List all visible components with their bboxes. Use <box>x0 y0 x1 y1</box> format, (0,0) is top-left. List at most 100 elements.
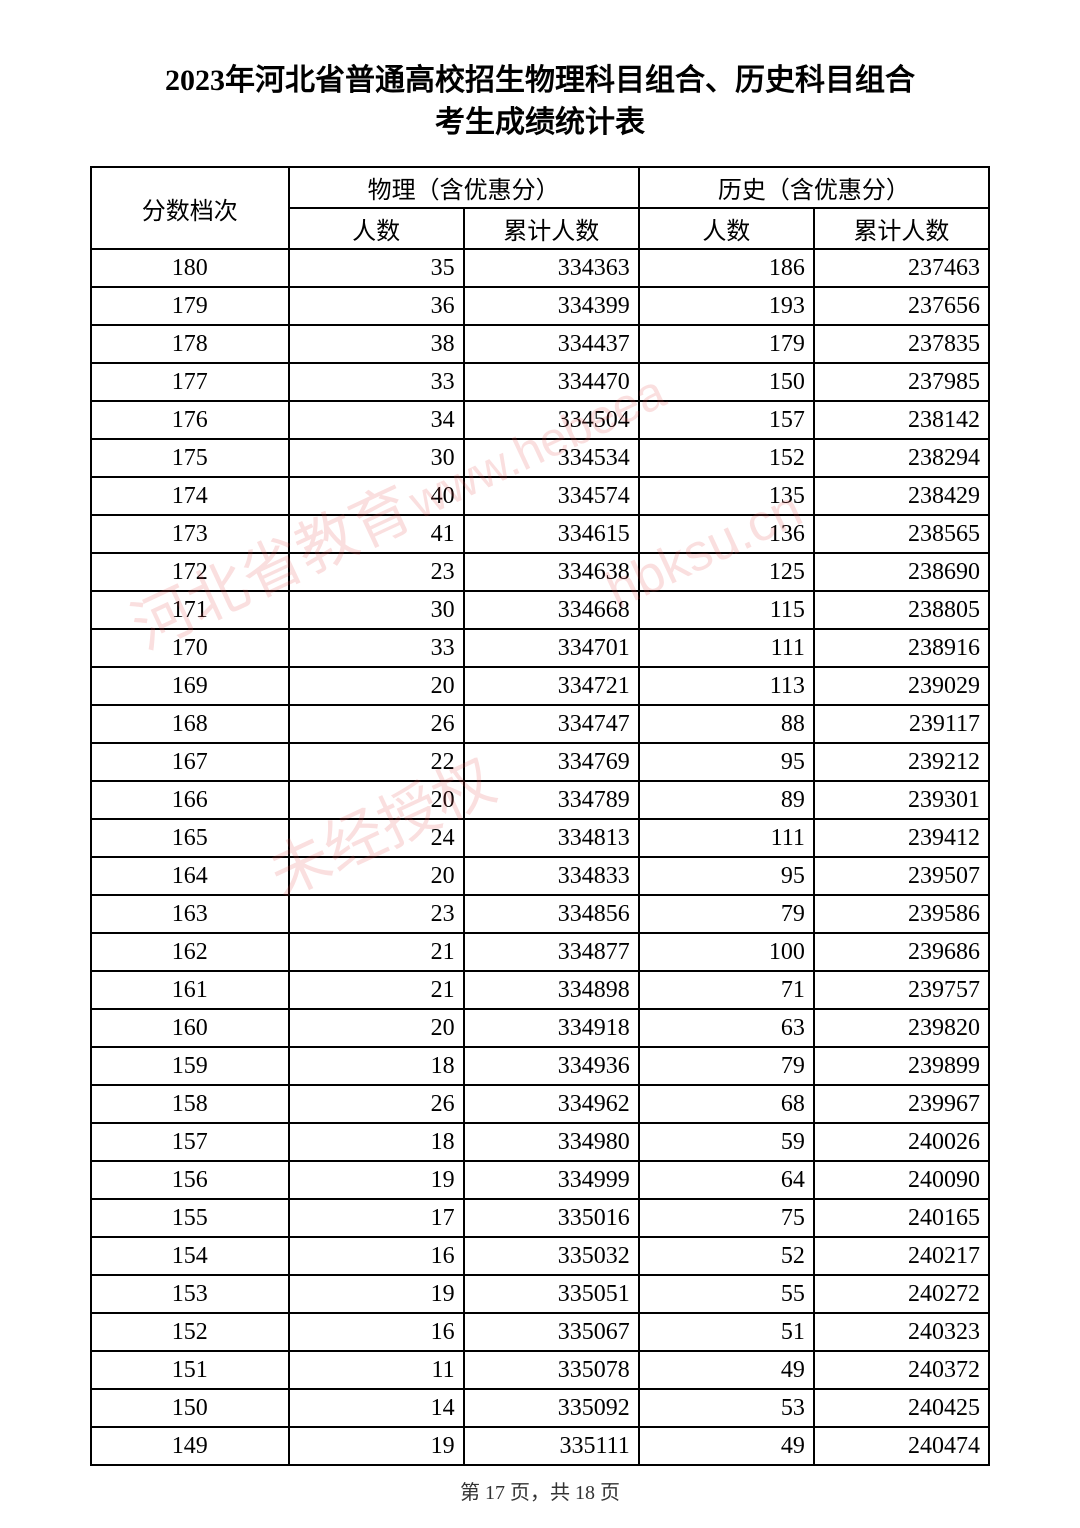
physics-count-cell: 19 <box>289 1275 464 1313</box>
score-cell: 150 <box>91 1389 289 1427</box>
physics-cumulative-cell: 334898 <box>464 971 639 1009</box>
physics-count-cell: 21 <box>289 971 464 1009</box>
table-row: 1531933505155240272 <box>91 1275 989 1313</box>
header-row-1: 分数档次 物理（含优惠分） 历史（含优惠分） <box>91 167 989 208</box>
physics-cumulative-cell: 335032 <box>464 1237 639 1275</box>
physics-count-cell: 36 <box>289 287 464 325</box>
table-row: 1491933511149240474 <box>91 1427 989 1465</box>
physics-cumulative-cell: 334936 <box>464 1047 639 1085</box>
history-cumulative-cell: 237463 <box>814 249 989 287</box>
physics-count-cell: 21 <box>289 933 464 971</box>
table-row: 1561933499964240090 <box>91 1161 989 1199</box>
history-cumulative-cell: 239586 <box>814 895 989 933</box>
history-cumulative-cell: 238142 <box>814 401 989 439</box>
score-cell: 173 <box>91 515 289 553</box>
score-cell: 169 <box>91 667 289 705</box>
table-row: 1632333485679239586 <box>91 895 989 933</box>
table-row: 17033334701111238916 <box>91 629 989 667</box>
table-row: 1582633496268239967 <box>91 1085 989 1123</box>
table-row: 17341334615136238565 <box>91 515 989 553</box>
physics-cumulative-cell: 334399 <box>464 287 639 325</box>
physics-count-cell: 16 <box>289 1237 464 1275</box>
physics-count-cell: 16 <box>289 1313 464 1351</box>
physics-cumulative-cell: 334534 <box>464 439 639 477</box>
history-count-cell: 113 <box>639 667 814 705</box>
history-cumulative-cell: 239117 <box>814 705 989 743</box>
history-cumulative-cell: 240372 <box>814 1351 989 1389</box>
physics-count-cell: 26 <box>289 705 464 743</box>
table-row: 1672233476995239212 <box>91 743 989 781</box>
header-physics: 物理（含优惠分） <box>289 167 639 208</box>
score-cell: 167 <box>91 743 289 781</box>
history-count-cell: 193 <box>639 287 814 325</box>
score-cell: 160 <box>91 1009 289 1047</box>
table-row: 1602033491863239820 <box>91 1009 989 1047</box>
history-count-cell: 49 <box>639 1351 814 1389</box>
history-count-cell: 100 <box>639 933 814 971</box>
table-row: 1571833498059240026 <box>91 1123 989 1161</box>
physics-cumulative-cell: 334638 <box>464 553 639 591</box>
history-count-cell: 53 <box>639 1389 814 1427</box>
table-row: 1521633506751240323 <box>91 1313 989 1351</box>
table-row: 1612133489871239757 <box>91 971 989 1009</box>
history-count-cell: 135 <box>639 477 814 515</box>
history-cumulative-cell: 238690 <box>814 553 989 591</box>
score-cell: 179 <box>91 287 289 325</box>
physics-count-cell: 20 <box>289 781 464 819</box>
table-row: 17634334504157238142 <box>91 401 989 439</box>
table-row: 17733334470150237985 <box>91 363 989 401</box>
history-cumulative-cell: 240474 <box>814 1427 989 1465</box>
history-cumulative-cell: 237656 <box>814 287 989 325</box>
table-row: 17130334668115238805 <box>91 591 989 629</box>
history-count-cell: 152 <box>639 439 814 477</box>
table-row: 17936334399193237656 <box>91 287 989 325</box>
history-count-cell: 49 <box>639 1427 814 1465</box>
score-cell: 168 <box>91 705 289 743</box>
physics-count-cell: 41 <box>289 515 464 553</box>
score-cell: 172 <box>91 553 289 591</box>
table-row: 18035334363186237463 <box>91 249 989 287</box>
score-cell: 149 <box>91 1427 289 1465</box>
table-row: 16920334721113239029 <box>91 667 989 705</box>
table-row: 1501433509253240425 <box>91 1389 989 1427</box>
physics-count-cell: 22 <box>289 743 464 781</box>
physics-count-cell: 20 <box>289 857 464 895</box>
table-row: 16524334813111239412 <box>91 819 989 857</box>
physics-cumulative-cell: 334470 <box>464 363 639 401</box>
physics-cumulative-cell: 334721 <box>464 667 639 705</box>
history-cumulative-cell: 240026 <box>814 1123 989 1161</box>
physics-count-cell: 20 <box>289 667 464 705</box>
physics-count-cell: 11 <box>289 1351 464 1389</box>
physics-count-cell: 34 <box>289 401 464 439</box>
score-cell: 163 <box>91 895 289 933</box>
history-cumulative-cell: 240217 <box>814 1237 989 1275</box>
history-cumulative-cell: 239899 <box>814 1047 989 1085</box>
score-cell: 159 <box>91 1047 289 1085</box>
table-row: 17530334534152238294 <box>91 439 989 477</box>
history-cumulative-cell: 238805 <box>814 591 989 629</box>
score-cell: 151 <box>91 1351 289 1389</box>
history-cumulative-cell: 237985 <box>814 363 989 401</box>
physics-cumulative-cell: 334813 <box>464 819 639 857</box>
header-phys-cum: 累计人数 <box>464 208 639 249</box>
physics-cumulative-cell: 334668 <box>464 591 639 629</box>
physics-count-cell: 20 <box>289 1009 464 1047</box>
history-count-cell: 150 <box>639 363 814 401</box>
history-cumulative-cell: 238294 <box>814 439 989 477</box>
score-cell: 177 <box>91 363 289 401</box>
physics-cumulative-cell: 334980 <box>464 1123 639 1161</box>
score-cell: 175 <box>91 439 289 477</box>
physics-count-cell: 30 <box>289 591 464 629</box>
physics-count-cell: 18 <box>289 1047 464 1085</box>
history-cumulative-cell: 239820 <box>814 1009 989 1047</box>
table-row: 1541633503252240217 <box>91 1237 989 1275</box>
score-cell: 174 <box>91 477 289 515</box>
physics-cumulative-cell: 334574 <box>464 477 639 515</box>
table-row: 1682633474788239117 <box>91 705 989 743</box>
physics-cumulative-cell: 335078 <box>464 1351 639 1389</box>
header-hist-count: 人数 <box>639 208 814 249</box>
history-cumulative-cell: 238565 <box>814 515 989 553</box>
history-count-cell: 55 <box>639 1275 814 1313</box>
history-count-cell: 157 <box>639 401 814 439</box>
score-cell: 164 <box>91 857 289 895</box>
